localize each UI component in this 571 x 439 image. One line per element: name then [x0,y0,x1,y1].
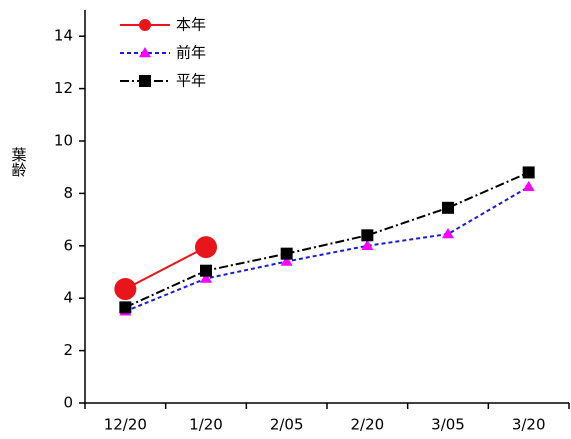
x-tick-label: 2/05 [270,416,304,434]
x-tick-label: 3/05 [431,416,465,434]
marker [280,247,293,260]
marker [139,19,151,31]
y-tick-label: 2 [63,341,73,359]
series-line [124,185,530,313]
x-tick-label: 2/20 [350,416,384,434]
marker [522,180,535,192]
y-tick-label: 10 [54,132,73,150]
marker [139,47,151,58]
marker [442,201,454,214]
marker [280,255,293,266]
marker [139,75,151,87]
marker [119,301,132,314]
y-tick-label: 4 [63,289,73,307]
y-tick-label: 6 [63,236,73,254]
legend-label: 前年 [176,44,206,62]
marker [114,278,137,301]
marker [442,228,454,239]
y-tick-label: 14 [54,27,73,45]
x-tick-label: 12/20 [104,416,147,434]
marker [200,264,212,277]
y-axis-label: 葉齢 [10,147,28,177]
y-tick-label: 8 [63,184,73,202]
marker [195,236,217,259]
marker [522,166,535,179]
y-tick-label: 0 [63,394,73,412]
marker [200,272,212,283]
x-tick-label: 3/20 [512,416,546,434]
marker [361,239,374,250]
legend-label: 本年 [176,16,206,34]
series-line [124,171,530,309]
marker [361,229,374,242]
legend-label: 平年 [176,72,206,90]
series-line [124,246,207,290]
x-tick-label: 1/20 [189,416,223,434]
y-tick-label: 12 [54,79,73,97]
